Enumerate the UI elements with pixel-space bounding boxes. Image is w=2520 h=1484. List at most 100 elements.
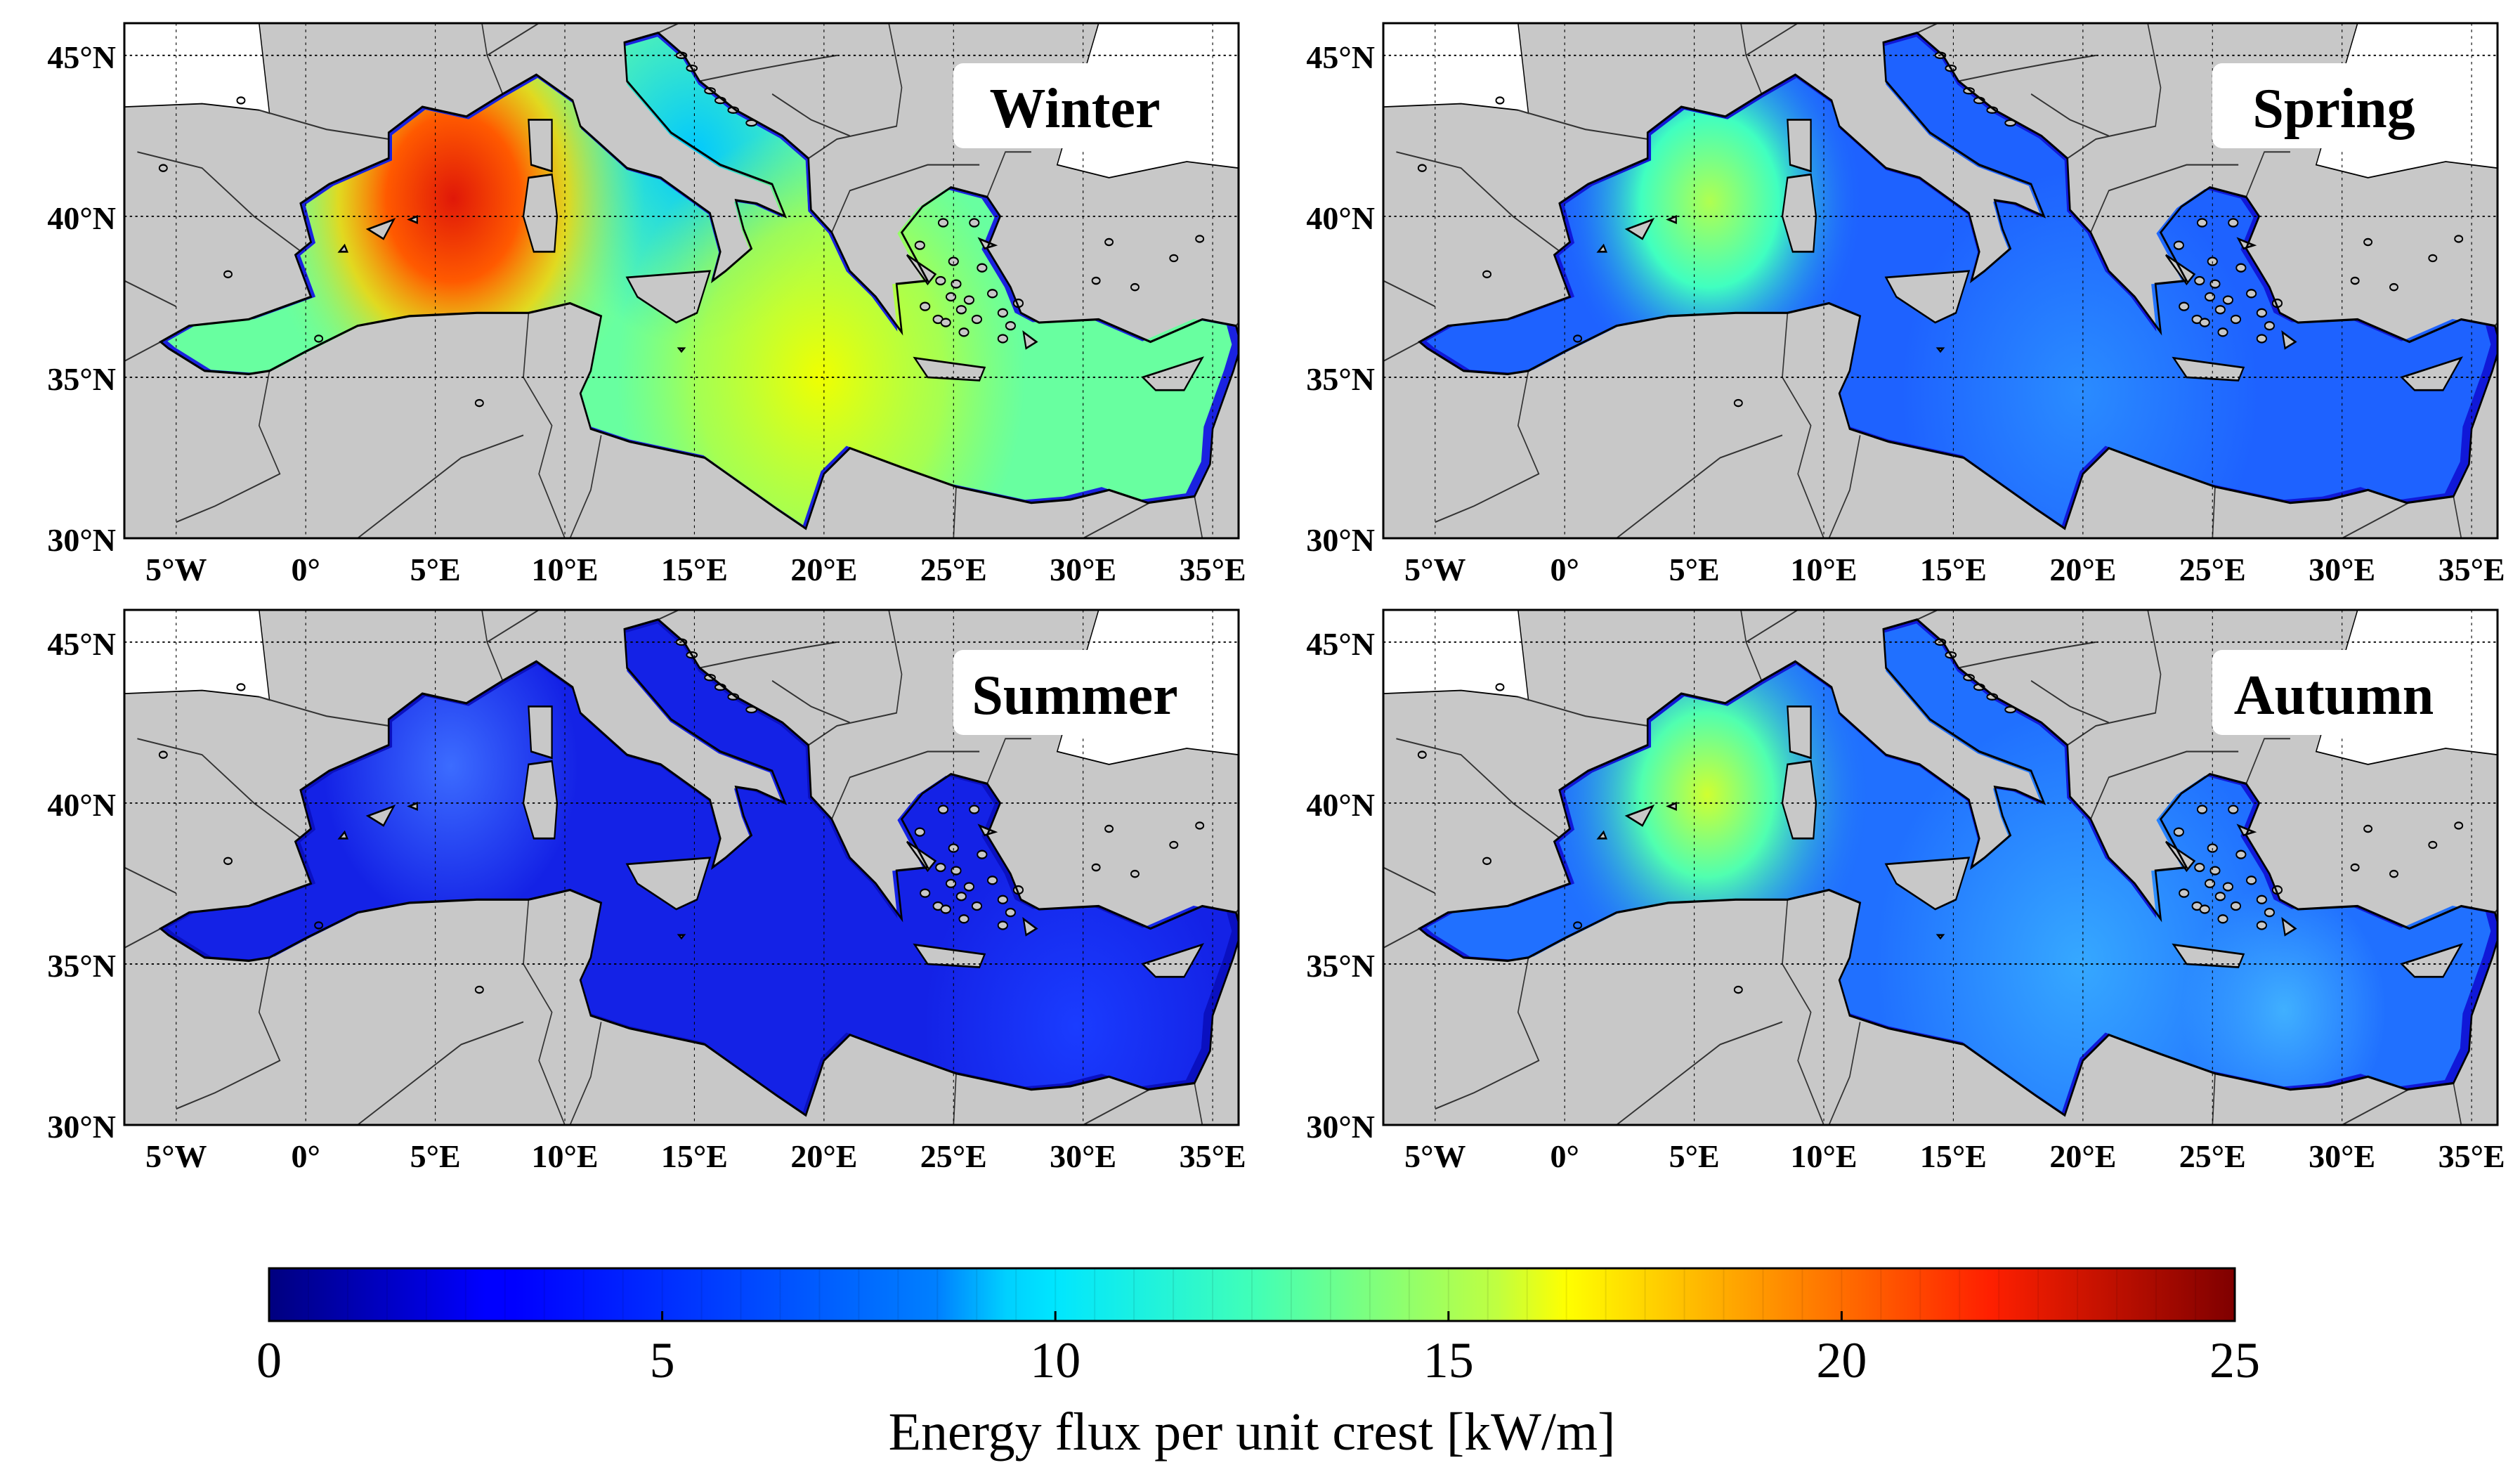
country-border [569, 1022, 602, 1125]
country-border [953, 1073, 957, 1125]
lon-tick-label: 15°E [661, 552, 728, 587]
country-border [1958, 641, 2096, 669]
country-border [953, 486, 957, 538]
season-label-box [953, 650, 1196, 735]
island [940, 318, 951, 327]
colorbar-tick-label: 0 [256, 1332, 282, 1388]
island [2217, 327, 2228, 337]
lake [1169, 840, 1179, 850]
lat-tick-label: 30°N [47, 522, 116, 558]
country-border [176, 370, 281, 523]
lon-tick-label: 15°E [1920, 552, 1987, 587]
island [1666, 801, 1677, 811]
island [951, 866, 962, 876]
island [2256, 894, 2267, 904]
no-data-area [1383, 610, 1529, 701]
island [946, 292, 957, 302]
lon-tick-label: 0° [291, 1138, 320, 1174]
island [977, 850, 988, 859]
island [1141, 943, 1204, 978]
lake [2350, 863, 2360, 872]
lake [1495, 683, 1505, 691]
lake [1104, 237, 1114, 247]
island [2256, 920, 2267, 930]
lake [1417, 164, 1427, 172]
lake [1573, 921, 1583, 930]
lake [2389, 869, 2398, 878]
island [2196, 218, 2208, 228]
island [951, 279, 962, 289]
country-border [523, 313, 566, 538]
colorbar-tick-label: 15 [1423, 1332, 1474, 1388]
lon-tick-label: 10°E [531, 1138, 598, 1174]
island [971, 901, 983, 911]
island [2179, 301, 2190, 311]
country-border [771, 679, 851, 724]
country-border [699, 641, 837, 669]
island [2179, 888, 2190, 898]
island [745, 705, 757, 714]
lake [1482, 857, 1491, 866]
island [977, 263, 988, 273]
lake [1573, 334, 1583, 343]
lon-tick-label: 5°W [1404, 1138, 1465, 1174]
island [2400, 943, 2463, 978]
lake [2350, 276, 2360, 285]
no-data-area [124, 23, 270, 115]
lon-tick-label: 10°E [1790, 552, 1857, 587]
island [958, 914, 970, 924]
lon-tick-label: 10°E [531, 552, 598, 587]
island [935, 862, 946, 873]
island [2214, 892, 2226, 902]
country-border [1396, 151, 1565, 256]
lake [474, 985, 484, 994]
country-border [808, 610, 903, 746]
no-data-area [124, 610, 270, 701]
country-border [831, 750, 980, 820]
lon-tick-label: 20°E [2049, 1138, 2116, 1174]
island [969, 218, 980, 228]
island [2400, 356, 2463, 391]
country-border [658, 610, 679, 620]
island [1596, 243, 1607, 253]
island [2196, 805, 2208, 814]
island [2214, 305, 2226, 315]
country-border [2030, 679, 2110, 724]
country-border [1828, 435, 1861, 538]
country-border [1782, 899, 1824, 1125]
lat-tick-label: 45°N [1306, 39, 1375, 75]
colorbar-tick-label: 20 [1816, 1332, 1867, 1388]
island [2256, 308, 2267, 318]
country-border [658, 23, 679, 34]
country-border [2212, 1073, 2216, 1125]
lon-tick-label: 35°E [2439, 1138, 2505, 1174]
island [987, 289, 998, 299]
island [1787, 119, 1812, 173]
island [2228, 805, 2239, 814]
season-label: Summer [972, 665, 1177, 727]
colorbar-tick-label: 25 [2209, 1332, 2260, 1388]
island [1005, 907, 1016, 918]
country-border [2030, 93, 2110, 137]
country-border [259, 109, 389, 140]
lon-tick-label: 25°E [920, 552, 987, 587]
lake [2454, 235, 2464, 243]
island [2235, 850, 2247, 859]
lake [2363, 237, 2373, 247]
island [2222, 882, 2233, 892]
country-border [137, 738, 306, 842]
lon-tick-label: 20°E [2049, 552, 2116, 587]
country-border [569, 435, 602, 538]
island [677, 934, 686, 940]
lon-tick-label: 10°E [1790, 1138, 1857, 1174]
island [2194, 862, 2205, 873]
country-border [1917, 23, 1938, 34]
island [2264, 320, 2275, 331]
country-border [124, 928, 161, 949]
island [2281, 917, 2297, 937]
lat-tick-label: 35°N [1306, 948, 1375, 984]
island [2264, 907, 2275, 918]
country-border [487, 610, 540, 643]
country-border [523, 899, 566, 1125]
island [2230, 314, 2242, 325]
